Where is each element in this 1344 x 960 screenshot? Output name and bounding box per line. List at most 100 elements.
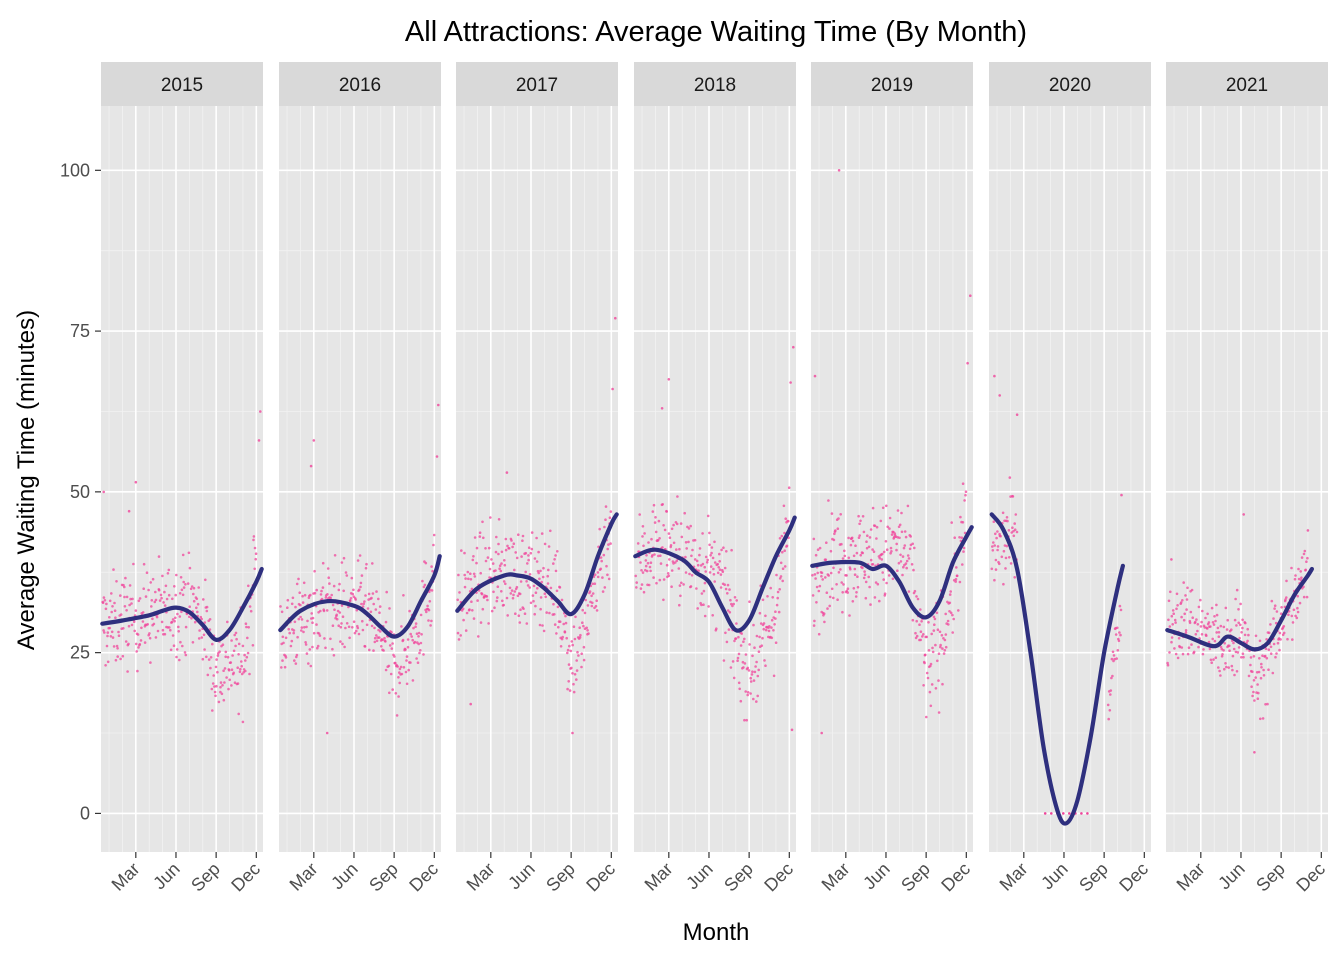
scatter-point xyxy=(1231,654,1235,658)
scatter-point xyxy=(943,649,947,652)
scatter-point xyxy=(851,600,855,603)
scatter-point xyxy=(1269,645,1273,649)
scatter-point xyxy=(519,580,523,583)
scatter-point xyxy=(367,592,371,596)
scatter-point xyxy=(609,510,613,513)
scatter-point xyxy=(1269,652,1273,655)
scatter-point xyxy=(154,598,158,602)
scatter-point xyxy=(331,647,334,651)
scatter-point xyxy=(1012,529,1015,533)
scatter-point xyxy=(830,512,834,515)
scatter-point xyxy=(948,601,952,605)
scatter-point xyxy=(932,615,936,619)
scatter-point xyxy=(471,558,475,562)
scatter-point xyxy=(464,629,468,632)
scatter-point xyxy=(525,622,529,625)
scatter-points xyxy=(456,316,617,735)
scatter-point xyxy=(315,623,318,626)
scatter-point xyxy=(1238,636,1241,640)
scatter-point xyxy=(582,645,586,649)
scatter-point xyxy=(116,655,119,658)
scatter-point xyxy=(581,608,584,612)
scatter-point xyxy=(245,625,248,629)
scatter-point xyxy=(958,580,962,584)
scatter-point xyxy=(827,574,830,577)
scatter-point xyxy=(161,628,165,632)
scatter-point xyxy=(1011,495,1015,498)
scatter-point xyxy=(931,646,934,650)
facet-strip xyxy=(101,62,263,106)
scatter-point xyxy=(542,629,546,633)
scatter-point xyxy=(323,637,326,640)
scatter-point xyxy=(885,504,888,508)
scatter-point xyxy=(889,552,892,555)
scatter-point xyxy=(1225,628,1229,631)
scatter-point xyxy=(898,536,901,540)
scatter-point xyxy=(706,514,710,518)
scatter-point xyxy=(469,572,472,575)
x-tick-label: Mar xyxy=(108,859,144,895)
scatter-point xyxy=(181,553,185,557)
scatter-point xyxy=(1013,576,1016,579)
scatter-point xyxy=(574,615,577,619)
scatter-point xyxy=(1184,631,1188,634)
scatter-point xyxy=(933,617,937,621)
scatter-point xyxy=(163,590,166,594)
scatter-point xyxy=(1184,594,1187,597)
scatter-point xyxy=(698,553,701,557)
scatter-point xyxy=(1239,623,1242,627)
scatter-point xyxy=(348,636,351,640)
scatter-point xyxy=(328,582,331,585)
scatter-point xyxy=(486,556,490,559)
scatter-point xyxy=(1210,661,1213,664)
scatter-point xyxy=(136,633,140,636)
scatter-point xyxy=(993,374,996,378)
y-tick-label: 75 xyxy=(70,321,90,341)
trend-line xyxy=(810,525,974,620)
scatter-point xyxy=(723,583,726,586)
scatter-point xyxy=(744,690,747,693)
scatter-point xyxy=(111,636,115,639)
scatter-point xyxy=(1300,556,1304,559)
scatter-point xyxy=(753,646,756,649)
x-tick-label: Sep xyxy=(1252,859,1289,896)
scatter-point xyxy=(1202,648,1205,651)
scatter-point xyxy=(337,588,341,592)
scatter-point xyxy=(238,670,242,674)
scatter-point xyxy=(649,561,653,564)
scatter-point xyxy=(513,568,516,572)
scatter-point xyxy=(213,685,216,688)
scatter-point xyxy=(737,652,741,656)
scatter-point xyxy=(859,519,862,523)
scatter-point xyxy=(301,594,304,598)
scatter-point xyxy=(1234,597,1237,601)
scatter-point xyxy=(678,584,682,587)
scatter-point xyxy=(460,549,463,552)
scatter-point xyxy=(487,546,491,550)
scatter-point xyxy=(925,671,929,675)
scatter-point xyxy=(941,682,944,686)
scatter-point xyxy=(829,571,833,575)
scatter-point xyxy=(696,607,699,610)
scatter-point xyxy=(379,630,382,633)
scatter-point xyxy=(1189,610,1193,614)
scatter-point xyxy=(499,569,503,573)
scatter-point xyxy=(1228,649,1231,652)
panel-background xyxy=(634,106,796,852)
scatter-point xyxy=(279,605,282,608)
scatter-point xyxy=(350,576,354,580)
scatter-point xyxy=(1253,751,1256,754)
scatter-point xyxy=(747,669,751,672)
scatter-point xyxy=(136,669,139,673)
scatter-point xyxy=(1062,812,1065,815)
scatter-point xyxy=(837,571,841,574)
scatter-point xyxy=(248,605,252,608)
scatter-point xyxy=(179,640,182,644)
scatter-point xyxy=(289,644,293,648)
scatter-point xyxy=(196,602,200,606)
scatter-point xyxy=(309,593,312,597)
trend-line xyxy=(100,566,264,642)
scatter-point xyxy=(743,637,746,641)
scatter-point xyxy=(326,593,329,596)
